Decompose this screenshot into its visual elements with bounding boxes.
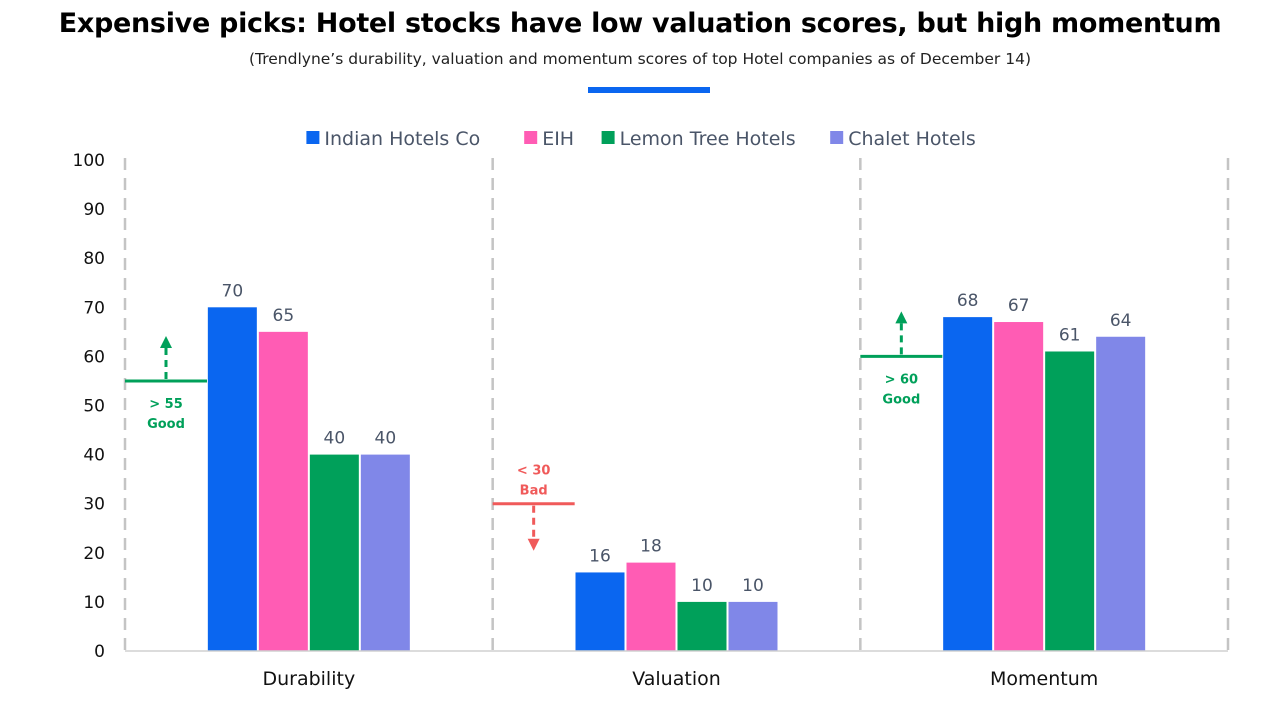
y-tick-label: 50: [83, 397, 105, 417]
legend-label: EIH: [542, 128, 574, 150]
legend-label: Lemon Tree Hotels: [620, 128, 796, 150]
bar: [575, 572, 625, 651]
chart-subtitle: (Trendlyne’s durability, valuation and m…: [249, 50, 1031, 68]
data-label: 67: [1008, 296, 1030, 316]
threshold-annotations: > 55 Good < 30 Bad > 60 Good: [125, 311, 943, 551]
data-label: 10: [742, 576, 764, 596]
threshold-label: Bad: [520, 484, 548, 499]
threshold-label: > 55: [149, 397, 183, 412]
chart-title: Expensive picks: Hotel stocks have low v…: [58, 8, 1222, 39]
data-label: 70: [222, 281, 244, 301]
x-axis: Durability Valuation Momentum: [125, 650, 1228, 690]
threshold-label: < 30: [517, 464, 551, 479]
x-category-label: Durability: [262, 668, 355, 690]
y-tick-label: 20: [83, 544, 105, 564]
x-category-label: Momentum: [990, 668, 1098, 690]
threshold-label: > 60: [885, 372, 919, 387]
y-tick-label: 0: [94, 642, 105, 662]
data-label: 10: [691, 576, 713, 596]
data-label: 18: [640, 537, 662, 557]
bar: [1045, 351, 1095, 651]
y-axis: 0 10 20 30 40 50 60 70 80 90 100: [73, 151, 105, 662]
legend-swatch: [830, 131, 844, 144]
bar: [677, 601, 727, 651]
group-dividers: [123, 158, 1230, 651]
data-label: 61: [1059, 325, 1081, 345]
legend-label: Indian Hotels Co: [324, 128, 480, 150]
threshold-label: Good: [882, 392, 920, 407]
x-category-label: Valuation: [632, 668, 721, 690]
y-tick-label: 60: [83, 347, 105, 367]
data-label: 40: [375, 429, 397, 449]
arrow-up-icon: [160, 335, 172, 348]
y-tick-label: 100: [73, 151, 105, 171]
arrow-up-icon: [895, 311, 908, 324]
y-tick-label: 30: [83, 495, 105, 515]
y-tick-label: 40: [83, 446, 105, 466]
legend: Indian Hotels Co EIH Lemon Tree Hotels Chal…: [306, 128, 976, 150]
data-label: 64: [1110, 311, 1132, 331]
bar: [728, 601, 778, 651]
bars: [207, 307, 1146, 651]
bar: [207, 307, 257, 651]
y-tick-label: 10: [83, 593, 105, 613]
y-tick-label: 80: [83, 249, 105, 269]
bar: [994, 322, 1044, 651]
legend-swatch: [601, 131, 615, 144]
bar: [258, 331, 308, 651]
y-tick-label: 90: [83, 200, 105, 220]
legend-swatch: [306, 131, 320, 144]
legend-label: Chalet Hotels: [848, 128, 976, 150]
y-tick-label: 70: [83, 298, 105, 318]
threshold-label: Good: [147, 417, 185, 432]
data-label: 16: [589, 546, 611, 566]
bar: [943, 317, 993, 651]
bar: [309, 454, 359, 651]
data-labels: 70 65 40 40 16 18 10 10 68 67 61 64: [222, 281, 1132, 596]
legend-swatch: [524, 131, 538, 144]
arrow-down-icon: [527, 538, 540, 551]
bar: [626, 562, 676, 651]
bar: [1096, 336, 1146, 651]
data-label: 40: [324, 429, 346, 449]
data-label: 65: [273, 306, 295, 326]
bar: [360, 454, 410, 651]
data-label: 68: [957, 291, 979, 311]
accent-bar: [588, 87, 710, 93]
